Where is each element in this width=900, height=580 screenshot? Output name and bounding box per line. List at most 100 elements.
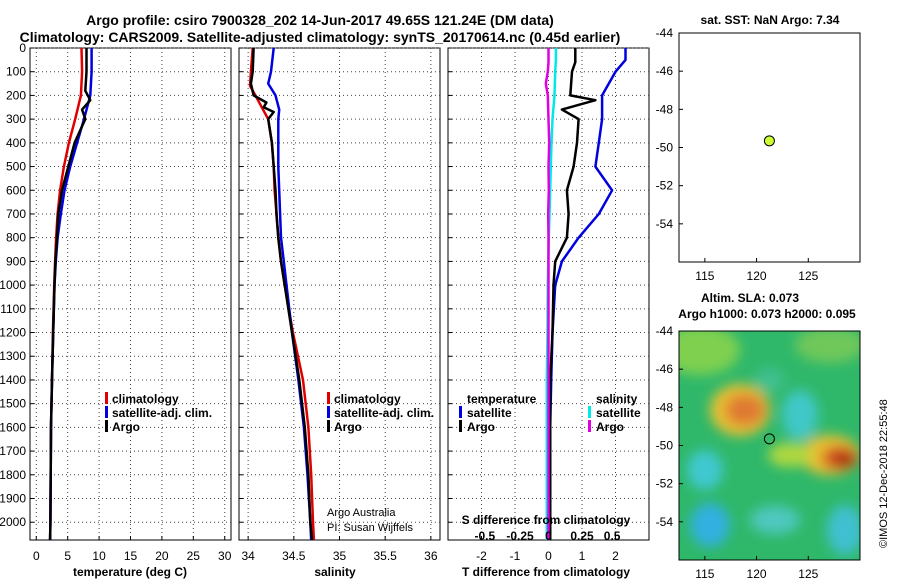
credit-line-2: PI: Susan Wijffels bbox=[327, 522, 413, 534]
imos-timestamp: ©IMOS 12-Dec-2018 22:55:48 bbox=[878, 399, 890, 548]
y-tick-label: 700 bbox=[6, 207, 26, 221]
x-tick-label: 34.5 bbox=[282, 549, 306, 563]
temperature-legend: climatology satellite-adj. clim. Argo bbox=[105, 392, 212, 434]
map-y-tick-label: -46 bbox=[656, 362, 674, 376]
map-y-tick-label: -50 bbox=[656, 439, 674, 453]
series-t-satellite bbox=[548, 48, 627, 540]
legend-swatch-climatology bbox=[105, 392, 108, 404]
x-tick-label: 2 bbox=[612, 549, 619, 563]
y-tick-label: 1000 bbox=[0, 278, 26, 292]
argo-location-marker bbox=[763, 135, 775, 147]
legend-label-climatology: climatology bbox=[112, 392, 179, 406]
x-tick-label: 25 bbox=[187, 549, 201, 563]
salinity-xlabel: salinity bbox=[314, 565, 356, 579]
sla-heatmap bbox=[679, 331, 860, 560]
y-tick-label: 300 bbox=[6, 112, 26, 126]
page-title: Argo profile: csiro 7900328_202 14-Jun-2… bbox=[86, 12, 554, 28]
credit-line-1: Argo Australia bbox=[327, 507, 396, 519]
page-subtitle: Climatology: CARS2009. Satellite-adjuste… bbox=[19, 29, 621, 45]
map-x-tick-label: 120 bbox=[747, 269, 767, 283]
legend-swatch-s-satellite bbox=[588, 406, 591, 418]
legend-swatch-t-argo bbox=[459, 420, 462, 432]
x-tick-label: 35 bbox=[333, 549, 347, 563]
x-tick-label: 15 bbox=[124, 549, 138, 563]
legend-swatch-satellite-adj bbox=[105, 406, 108, 418]
x-tick-label: 0 bbox=[545, 549, 552, 563]
x-tick-label: 1 bbox=[579, 549, 586, 563]
map-y-tick-label: -52 bbox=[656, 179, 674, 193]
map-y-tick-label: -48 bbox=[656, 400, 674, 414]
legend-label-s-argo: Argo bbox=[596, 420, 624, 434]
y-tick-label: 1600 bbox=[0, 420, 26, 434]
x-tick-label: 35.5 bbox=[374, 549, 398, 563]
salinity-legend: climatology satellite-adj. clim. Argo bbox=[327, 392, 434, 434]
x-tick-label: 30 bbox=[218, 549, 232, 563]
x-tick-label: -2 bbox=[476, 549, 487, 563]
series-layer bbox=[48, 47, 627, 541]
series-t-argo bbox=[548, 48, 597, 540]
x-tick-label: -1 bbox=[510, 549, 521, 563]
y-tick-label: 100 bbox=[6, 65, 26, 79]
x-tick-label: 36 bbox=[424, 549, 438, 563]
map-y-tick-label: -54 bbox=[656, 515, 674, 529]
legend-swatch-climatology bbox=[327, 392, 330, 404]
sst-map-panel bbox=[678, 32, 861, 263]
map-x-tick-label: 125 bbox=[798, 269, 818, 283]
x-tick-label: 5 bbox=[64, 549, 71, 563]
legend-title-temperature: temperature bbox=[467, 392, 537, 406]
map-y-tick-label: -50 bbox=[656, 141, 674, 155]
difference-xlabel: T difference from climatology bbox=[462, 565, 630, 579]
y-tick-label: 400 bbox=[6, 136, 26, 150]
y-tick-label: 600 bbox=[6, 183, 26, 197]
y-tick-label: 1700 bbox=[0, 444, 26, 458]
legend-label-satellite-adj: satellite-adj. clim. bbox=[112, 406, 212, 420]
y-tick-label: 800 bbox=[6, 231, 26, 245]
sla-map-title-1: Altim. SLA: 0.073 bbox=[701, 291, 799, 305]
y-tick-label: 200 bbox=[6, 88, 26, 102]
y-tick-label: 1800 bbox=[0, 468, 26, 482]
legend-label-t-satellite: satellite bbox=[467, 406, 512, 420]
map-x-tick-label: 120 bbox=[747, 567, 767, 580]
series-argo bbox=[249, 47, 314, 541]
legend-label-satellite-adj: satellite-adj. clim. bbox=[334, 406, 434, 420]
series-s-argo bbox=[544, 48, 551, 540]
legend-label-argo: Argo bbox=[112, 420, 140, 434]
y-tick-label: 900 bbox=[6, 254, 26, 268]
difference-legend: temperature satellite Argo salinity sate… bbox=[459, 392, 641, 434]
map-x-tick-label: 115 bbox=[695, 567, 714, 580]
legend-swatch-satellite-adj bbox=[327, 406, 330, 418]
y-tick-label: 1300 bbox=[0, 349, 26, 363]
legend-swatch-argo bbox=[105, 420, 108, 432]
legend-label-argo: Argo bbox=[334, 420, 362, 434]
secondary-tick-label: -0.5 bbox=[475, 529, 496, 543]
sst-map-title: sat. SST: NaN Argo: 7.34 bbox=[701, 13, 840, 27]
secondary-tick-label: 0 bbox=[545, 529, 552, 543]
y-tick-label: 1900 bbox=[0, 492, 26, 506]
map-x-tick-label: 115 bbox=[695, 269, 714, 283]
s-difference-label: S difference from climatology bbox=[462, 513, 631, 527]
series-climatology bbox=[248, 47, 316, 541]
y-tick-label: 1500 bbox=[0, 397, 26, 411]
map-y-tick-label: -54 bbox=[656, 217, 674, 231]
y-tick-label: 1400 bbox=[0, 373, 26, 387]
y-tick-label: 0 bbox=[19, 41, 26, 55]
x-tick-label: 20 bbox=[155, 549, 169, 563]
map-y-tick-label: -44 bbox=[656, 26, 674, 40]
x-tick-label: 0 bbox=[33, 549, 40, 563]
map-y-tick-label: -44 bbox=[656, 324, 674, 338]
legend-label-s-satellite: satellite bbox=[596, 406, 641, 420]
x-tick-label: 34 bbox=[241, 549, 255, 563]
y-tick-label: 1100 bbox=[0, 302, 26, 316]
map-y-tick-label: -46 bbox=[656, 64, 674, 78]
legend-label-climatology: climatology bbox=[334, 392, 401, 406]
secondary-tick-label: -0.25 bbox=[506, 529, 534, 543]
series-argo bbox=[48, 48, 92, 541]
map-y-tick-label: -48 bbox=[656, 102, 674, 116]
tick-layer: 0 5 10 15 20 25 300100200300400500600700800900… bbox=[0, 26, 819, 580]
secondary-tick-label: 0.25 bbox=[570, 529, 594, 543]
series-satellite-adj-clim- bbox=[266, 47, 313, 541]
legend-swatch-t-satellite bbox=[459, 406, 462, 418]
secondary-tick-label: 0.5 bbox=[604, 529, 621, 543]
map-x-tick-label: 125 bbox=[798, 567, 818, 580]
